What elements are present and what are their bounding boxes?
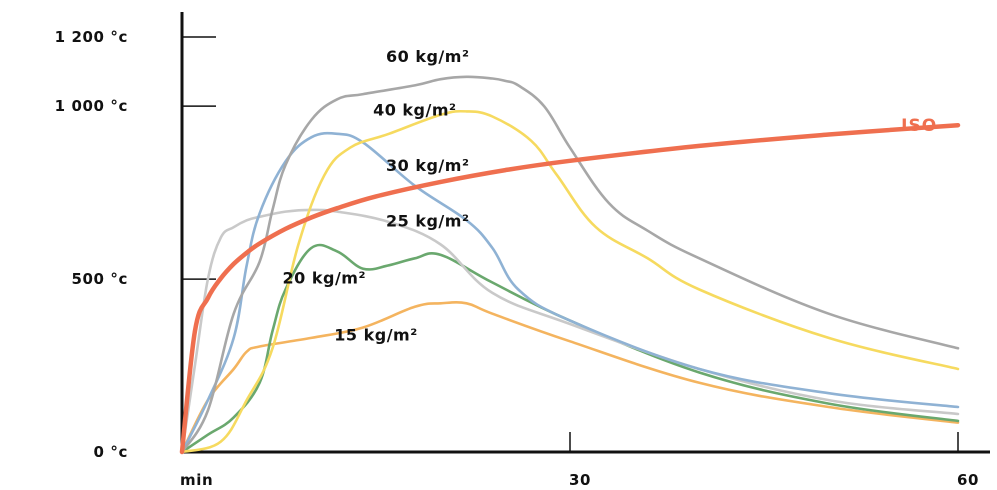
- x-tick-label: 60: [957, 471, 979, 489]
- series-label-30-kg-m: 30 kg/m²: [386, 156, 469, 175]
- series-line-iso: [179, 122, 961, 455]
- series-label-40-kg-m: 40 kg/m²: [373, 101, 456, 120]
- series-lines: [179, 75, 961, 455]
- series-label-60-kg-m: 60 kg/m²: [386, 47, 469, 66]
- axes: [180, 12, 990, 454]
- x-tick-label: 30: [569, 471, 591, 489]
- axis-ticks: 0 °c 500 °c 1 000 °c 1 200 °c min 30 60: [55, 28, 979, 489]
- y-tick-label: 1 200 °c: [55, 28, 128, 46]
- x-tick-label: min: [180, 471, 213, 489]
- series-line-15-kg-m: [180, 301, 960, 454]
- y-tick-label: 500 °c: [71, 270, 128, 288]
- series-line-30-kg-m: [180, 131, 960, 454]
- series-line-20-kg-m: [180, 243, 960, 454]
- series-label-20-kg-m: 20 kg/m²: [283, 268, 366, 287]
- series-label-15-kg-m: 15 kg/m²: [334, 325, 417, 344]
- series-line-40-kg-m: [180, 109, 960, 454]
- y-tick-label: 1 000 °c: [55, 97, 128, 115]
- series-label-25-kg-m: 25 kg/m²: [386, 211, 469, 230]
- series-label-iso: ISO: [901, 116, 937, 136]
- series-labels: 15 kg/m² 20 kg/m² 25 kg/m² 30 kg/m² 40 kg/m²…: [283, 47, 937, 344]
- y-tick-label: 0 °c: [94, 443, 128, 461]
